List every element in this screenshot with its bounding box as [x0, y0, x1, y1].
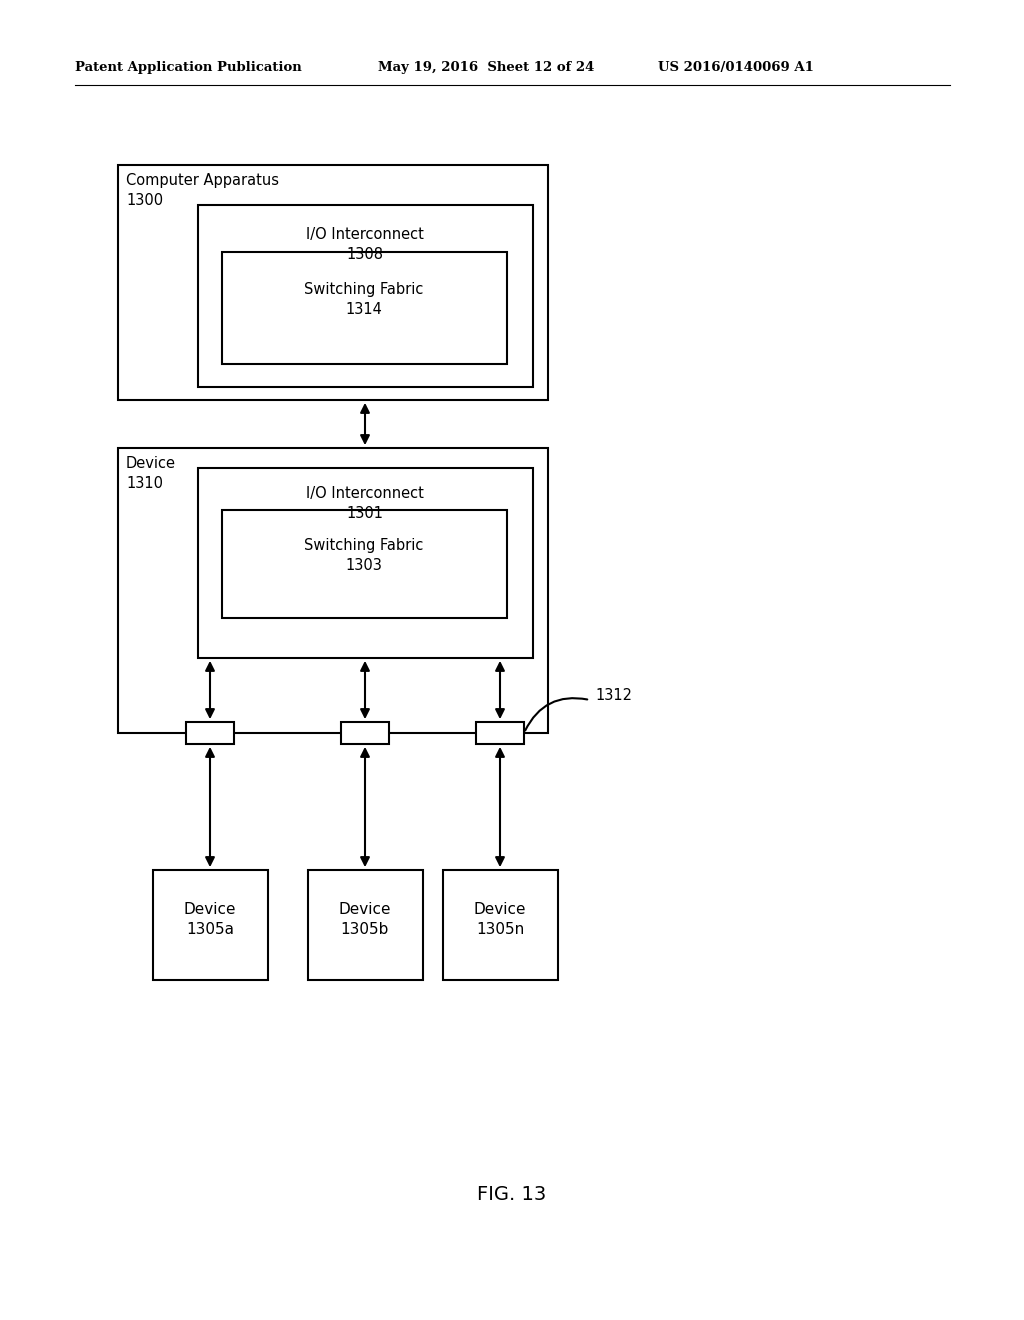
Text: 1303: 1303	[345, 558, 382, 573]
Bar	[118, 447, 548, 733]
Bar	[222, 510, 507, 618]
Text: 1301: 1301	[346, 506, 384, 521]
Text: 1312: 1312	[595, 689, 632, 704]
Text: 1305a: 1305a	[186, 921, 234, 937]
Bar	[153, 870, 268, 979]
Bar	[308, 870, 423, 979]
Text: I/O Interconnect: I/O Interconnect	[306, 227, 424, 242]
Text: I/O Interconnect: I/O Interconnect	[306, 486, 424, 502]
Text: Switching Fabric: Switching Fabric	[304, 539, 424, 553]
Text: 1308: 1308	[346, 247, 384, 261]
Bar	[341, 722, 389, 744]
Text: Device: Device	[474, 902, 526, 917]
Text: 1310: 1310	[126, 477, 163, 491]
Text: Patent Application Publication: Patent Application Publication	[75, 62, 302, 74]
Text: Device: Device	[126, 455, 176, 471]
Bar	[222, 252, 507, 364]
Bar	[443, 870, 558, 979]
Text: 1314: 1314	[345, 302, 382, 317]
Bar	[198, 469, 534, 657]
Text: 1305n: 1305n	[476, 921, 524, 937]
Text: Device: Device	[183, 902, 237, 917]
Text: 1305b: 1305b	[341, 921, 389, 937]
Text: May 19, 2016  Sheet 12 of 24: May 19, 2016 Sheet 12 of 24	[378, 62, 594, 74]
Text: 1300: 1300	[126, 193, 163, 209]
Text: Computer Apparatus: Computer Apparatus	[126, 173, 279, 187]
Text: Switching Fabric: Switching Fabric	[304, 282, 424, 297]
Bar	[198, 205, 534, 387]
Text: US 2016/0140069 A1: US 2016/0140069 A1	[658, 62, 814, 74]
Text: Device: Device	[339, 902, 391, 917]
Bar	[118, 165, 548, 400]
Bar	[476, 722, 524, 744]
Text: FIG. 13: FIG. 13	[477, 1185, 547, 1204]
Bar	[186, 722, 234, 744]
